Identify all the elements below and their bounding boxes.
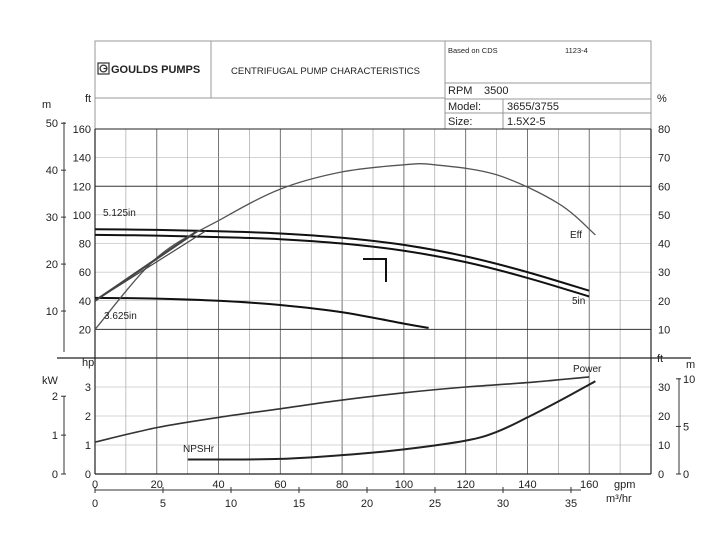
gpm-tick-label: 20 bbox=[151, 479, 163, 491]
grid bbox=[94, 128, 652, 474]
size-value: 1.5X2-5 bbox=[507, 116, 546, 128]
size-label: Size: bbox=[448, 116, 472, 128]
m3hr-tick-label: 25 bbox=[429, 498, 441, 510]
min-flow-line bbox=[94, 230, 207, 302]
hp-tick-label: 1 bbox=[85, 440, 91, 452]
kw-unit-label: kW bbox=[42, 375, 59, 387]
ft-tick-label: 140 bbox=[73, 153, 91, 165]
npsh-ft-tick-label: 0 bbox=[658, 469, 664, 481]
m-tick-label: 40 bbox=[46, 165, 58, 177]
hp-tick-label: 0 bbox=[85, 469, 91, 481]
curve-number: 1123-4 bbox=[565, 46, 588, 55]
pct-unit-label: % bbox=[657, 93, 667, 105]
kw-tick-label: 1 bbox=[52, 430, 58, 442]
logo-text: GOULDS PUMPS bbox=[111, 64, 200, 76]
model-label: Model: bbox=[448, 101, 481, 113]
hp-unit-label: hp bbox=[82, 357, 94, 369]
npsh-m-tick-label: 0 bbox=[683, 469, 689, 481]
pct-tick-label: 50 bbox=[658, 210, 670, 222]
npshr-curve bbox=[187, 380, 596, 461]
ft-tick-label: 60 bbox=[79, 267, 91, 279]
npsh-m-tick-label: 5 bbox=[683, 421, 689, 433]
pct-tick-label: 20 bbox=[658, 296, 670, 308]
npsh-ft-tick-label: 30 bbox=[658, 382, 670, 394]
pct-tick-label: 10 bbox=[658, 324, 670, 336]
curve-label: 5in bbox=[572, 296, 585, 307]
gpm-tick-label: 60 bbox=[274, 479, 286, 491]
curve-label: Power bbox=[573, 364, 602, 375]
npsh-ft-tick-label: 10 bbox=[658, 440, 670, 452]
gpm-tick-label: 100 bbox=[395, 479, 413, 491]
m-unit-label: m bbox=[42, 99, 51, 111]
npsh-ft-unit-label: ft bbox=[657, 353, 663, 365]
gpm-unit-label: gpm bbox=[614, 479, 635, 491]
curves bbox=[94, 163, 596, 461]
pct-tick-label: 40 bbox=[658, 239, 670, 251]
model-value: 3655/3755 bbox=[507, 101, 559, 113]
npsh-m-unit-label: m bbox=[686, 359, 695, 371]
header: GOULDS PUMPS CENTRIFUGAL PUMP CHARACTERI… bbox=[94, 40, 652, 130]
gpm-tick-label: 0 bbox=[92, 479, 98, 491]
gpm-tick-label: 160 bbox=[580, 479, 598, 491]
m-tick-label: 30 bbox=[46, 212, 58, 224]
axes bbox=[57, 122, 691, 493]
kw-tick-label: 2 bbox=[52, 391, 58, 403]
m3hr-tick-label: 15 bbox=[293, 498, 305, 510]
gpm-tick-label: 120 bbox=[456, 479, 474, 491]
axis-labels: 2040608010012014016010203040501020304050… bbox=[42, 93, 695, 510]
based-on-label: Based on CDS bbox=[448, 46, 498, 55]
npsh-ft-tick-label: 20 bbox=[658, 411, 670, 423]
ft-unit-label: ft bbox=[85, 93, 91, 105]
hp-tick-label: 2 bbox=[85, 411, 91, 423]
m3hr-tick-label: 20 bbox=[361, 498, 373, 510]
ft-tick-label: 100 bbox=[73, 210, 91, 222]
goulds-logo-icon bbox=[97, 62, 110, 75]
rpm-label: RPM bbox=[448, 85, 472, 97]
ft-tick-label: 20 bbox=[79, 324, 91, 336]
min-flow-line bbox=[94, 230, 198, 302]
ft-tick-label: 120 bbox=[73, 181, 91, 193]
m3hr-tick-label: 10 bbox=[225, 498, 237, 510]
m3hr-tick-label: 35 bbox=[565, 498, 577, 510]
pct-tick-label: 80 bbox=[658, 124, 670, 136]
curve-label: 5.125in bbox=[103, 208, 136, 219]
curve-label: 3.625in bbox=[104, 311, 137, 322]
gpm-tick-label: 40 bbox=[212, 479, 224, 491]
m3hr-tick-label: 5 bbox=[160, 498, 166, 510]
m3hr-unit-label: m³/hr bbox=[606, 493, 632, 505]
m-tick-label: 20 bbox=[46, 259, 58, 271]
head-curve-5in bbox=[94, 233, 590, 298]
pct-tick-label: 30 bbox=[658, 267, 670, 279]
head-curve-5-125in bbox=[94, 228, 590, 292]
head-curve-3-625in bbox=[94, 296, 429, 329]
curve-label: Eff bbox=[570, 230, 582, 241]
ft-tick-label: 80 bbox=[79, 239, 91, 251]
hp-tick-label: 3 bbox=[85, 382, 91, 394]
gpm-tick-label: 80 bbox=[336, 479, 348, 491]
ft-tick-label: 40 bbox=[79, 296, 91, 308]
chart-title: CENTRIFUGAL PUMP CHARACTERISTICS bbox=[231, 66, 420, 77]
kw-tick-label: 0 bbox=[52, 469, 58, 481]
pct-tick-label: 70 bbox=[658, 153, 670, 165]
pct-tick-label: 60 bbox=[658, 181, 670, 193]
m3hr-tick-label: 0 bbox=[92, 498, 98, 510]
m-tick-label: 50 bbox=[46, 118, 58, 130]
m3hr-tick-label: 30 bbox=[497, 498, 509, 510]
ft-tick-label: 160 bbox=[73, 124, 91, 136]
rpm-value: 3500 bbox=[484, 85, 508, 97]
gpm-tick-label: 140 bbox=[518, 479, 536, 491]
efficiency-curve bbox=[94, 163, 596, 330]
operating-point-marker bbox=[363, 258, 387, 282]
power-curve bbox=[94, 376, 590, 443]
npsh-m-tick-label: 10 bbox=[683, 374, 695, 386]
curve-label: NPSHr bbox=[183, 444, 215, 455]
m-tick-label: 10 bbox=[46, 306, 58, 318]
